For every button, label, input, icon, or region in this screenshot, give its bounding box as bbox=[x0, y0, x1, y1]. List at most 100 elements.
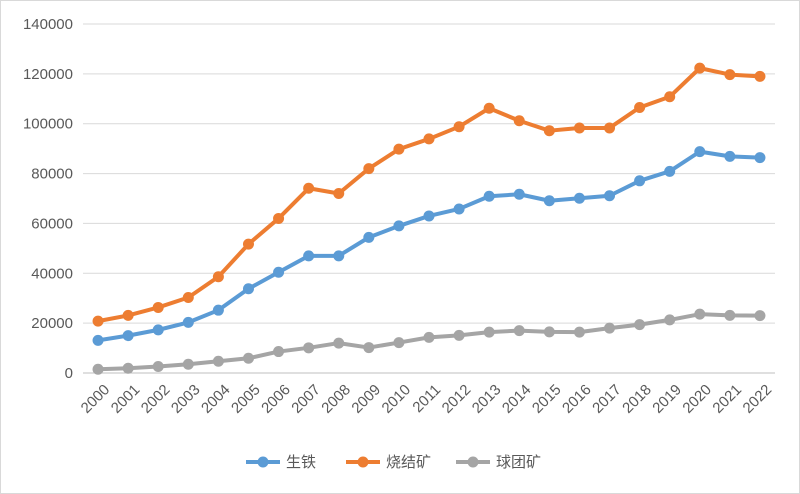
data-point bbox=[423, 331, 435, 343]
y-tick-label: 20000 bbox=[31, 315, 73, 332]
x-tick-label: 2017 bbox=[589, 381, 625, 417]
legend-item: 生铁 bbox=[246, 453, 316, 471]
data-point bbox=[92, 315, 104, 327]
data-point bbox=[543, 125, 555, 137]
x-tick-label: 2011 bbox=[409, 381, 444, 416]
x-tick-label: 2016 bbox=[559, 381, 595, 417]
data-point bbox=[483, 326, 495, 338]
series-line bbox=[96, 66, 762, 324]
data-point bbox=[694, 62, 706, 74]
legend-marker bbox=[257, 456, 269, 468]
data-point bbox=[152, 324, 164, 336]
series-group bbox=[92, 62, 766, 375]
x-tick-label: 2021 bbox=[710, 381, 746, 417]
x-tick-label: 2005 bbox=[228, 381, 264, 417]
x-tick-label: 2018 bbox=[619, 381, 655, 417]
data-point bbox=[634, 175, 646, 187]
data-point bbox=[303, 342, 315, 354]
data-point bbox=[724, 69, 736, 81]
data-point bbox=[754, 70, 766, 82]
y-axis-ticks: 0 20000 40000 60000 80000 100000 120000 140000 bbox=[23, 16, 73, 382]
data-point bbox=[393, 220, 405, 232]
data-point bbox=[754, 152, 766, 164]
data-point bbox=[242, 238, 254, 250]
legend-marker bbox=[357, 456, 369, 468]
data-point bbox=[182, 291, 194, 303]
data-point bbox=[694, 308, 706, 320]
data-point bbox=[242, 283, 254, 295]
data-point bbox=[543, 195, 555, 207]
x-tick-label: 2019 bbox=[649, 381, 685, 417]
x-tick-label: 2022 bbox=[740, 381, 776, 417]
data-point bbox=[273, 346, 285, 358]
y-tick-label: 80000 bbox=[31, 166, 73, 183]
data-point bbox=[273, 266, 285, 278]
data-point bbox=[212, 304, 224, 316]
data-point bbox=[273, 212, 285, 224]
x-tick-label: 2010 bbox=[379, 381, 415, 417]
data-point bbox=[573, 192, 585, 204]
data-point bbox=[122, 309, 134, 321]
data-point bbox=[604, 190, 616, 202]
data-point bbox=[664, 91, 676, 103]
series-2 bbox=[92, 62, 766, 327]
data-point bbox=[333, 250, 345, 262]
x-tick-label: 2001 bbox=[108, 381, 144, 417]
data-point bbox=[453, 329, 465, 341]
data-point bbox=[182, 316, 194, 328]
data-point bbox=[393, 143, 405, 155]
data-point bbox=[453, 121, 465, 133]
y-tick-label: 120000 bbox=[23, 66, 73, 83]
data-point bbox=[303, 250, 315, 262]
data-point bbox=[333, 188, 345, 200]
data-point bbox=[664, 165, 676, 177]
data-point bbox=[513, 325, 525, 337]
data-point bbox=[363, 163, 375, 175]
data-point bbox=[363, 342, 375, 354]
data-point bbox=[604, 322, 616, 334]
y-tick-label: 40000 bbox=[31, 265, 73, 282]
legend-label: 生铁 bbox=[286, 453, 316, 471]
data-point bbox=[453, 203, 465, 215]
x-tick-label: 2008 bbox=[318, 381, 354, 417]
data-point bbox=[423, 210, 435, 222]
data-point bbox=[303, 182, 315, 194]
legend-item: 烧结矿 bbox=[346, 453, 431, 471]
data-point bbox=[92, 334, 104, 346]
data-point bbox=[483, 190, 495, 202]
x-tick-label: 2012 bbox=[439, 381, 475, 417]
data-point bbox=[212, 271, 224, 283]
series-3 bbox=[92, 308, 766, 375]
data-point bbox=[92, 363, 104, 375]
x-tick-label: 2007 bbox=[288, 381, 324, 417]
data-point bbox=[212, 355, 224, 367]
data-point bbox=[152, 301, 164, 313]
data-point bbox=[573, 122, 585, 134]
data-point bbox=[363, 231, 375, 243]
legend-marker bbox=[467, 456, 479, 468]
data-point bbox=[754, 310, 766, 322]
data-point bbox=[634, 102, 646, 114]
y-tick-label: 0 bbox=[65, 365, 73, 382]
data-point bbox=[694, 146, 706, 158]
legend-item: 球团矿 bbox=[456, 453, 541, 471]
y-tick-label: 100000 bbox=[23, 116, 73, 133]
data-point bbox=[242, 352, 254, 364]
data-point bbox=[573, 326, 585, 338]
data-point bbox=[333, 337, 345, 349]
data-point bbox=[513, 115, 525, 127]
x-tick-label: 2015 bbox=[529, 381, 565, 417]
legend-label: 球团矿 bbox=[496, 453, 541, 471]
y-tick-label: 140000 bbox=[23, 16, 73, 33]
data-point bbox=[724, 309, 736, 321]
data-point bbox=[483, 102, 495, 114]
series-1 bbox=[92, 146, 766, 346]
x-tick-label: 2009 bbox=[348, 381, 384, 417]
data-point bbox=[182, 358, 194, 370]
x-tick-label: 2004 bbox=[198, 381, 234, 417]
data-point bbox=[543, 326, 555, 338]
data-point bbox=[513, 188, 525, 200]
x-tick-label: 2013 bbox=[469, 381, 505, 417]
